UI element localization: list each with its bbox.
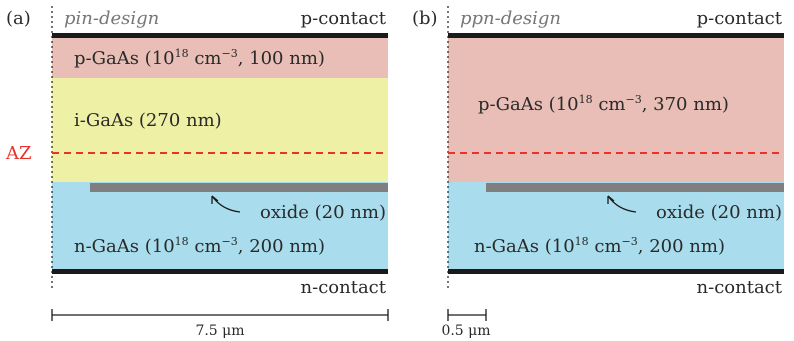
n-contact-bar-a — [52, 269, 388, 274]
p-contact-bar-b — [448, 33, 784, 38]
n-contact-label-b: n-contact — [697, 277, 783, 298]
oxide-arrow-head-a — [211, 195, 219, 204]
i-gaas-layer-a — [52, 78, 388, 182]
oxide-arrow-head-b — [607, 195, 615, 204]
panel-b-tag: (b) — [412, 8, 438, 29]
p-gaas-layer-b — [448, 38, 784, 182]
n-contact-bar-b — [448, 269, 784, 274]
n-gaas-label-a: n-GaAs (1018 cm−3, 200 nm) — [74, 235, 325, 257]
p-gaas-layer-a — [52, 38, 388, 78]
scale-bar-a — [51, 309, 389, 321]
n-gaas-layer-b — [448, 182, 784, 270]
pin-design-label: pin-design — [64, 8, 159, 29]
panel-a-tag: (a) — [6, 8, 31, 29]
oxide-label-b: oxide (20 nm) — [656, 202, 782, 223]
p-gaas-label-b: p-GaAs (1018 cm−3, 370 nm) — [478, 93, 729, 115]
panel-a: (a) pin-design p-contact p-GaAs (1018 cm… — [5, 6, 389, 339]
oxide-layer-a — [90, 183, 388, 192]
n-contact-label-a: n-contact — [301, 277, 387, 298]
panel-b: (b) ppn-design p-contact p-GaAs (1018 cm… — [412, 6, 784, 339]
n-gaas-label-b: n-GaAs (1018 cm−3, 200 nm) — [474, 235, 725, 257]
ppn-design-label: ppn-design — [460, 8, 561, 29]
i-gaas-label: i-GaAs (270 nm) — [74, 110, 222, 131]
az-label: AZ — [5, 143, 32, 164]
p-gaas-label-a: p-GaAs (1018 cm−3, 100 nm) — [74, 47, 325, 69]
n-gaas-layer-a — [52, 182, 388, 270]
p-contact-label-a: p-contact — [301, 8, 387, 29]
scale-label-b: 0.5 μm — [441, 323, 490, 339]
oxide-layer-b — [486, 183, 784, 192]
p-contact-bar-a — [52, 33, 388, 38]
oxide-label-a: oxide (20 nm) — [260, 202, 386, 223]
scale-bar-b — [447, 309, 487, 321]
scale-label-a: 7.5 μm — [195, 323, 244, 339]
p-contact-label-b: p-contact — [697, 8, 783, 29]
